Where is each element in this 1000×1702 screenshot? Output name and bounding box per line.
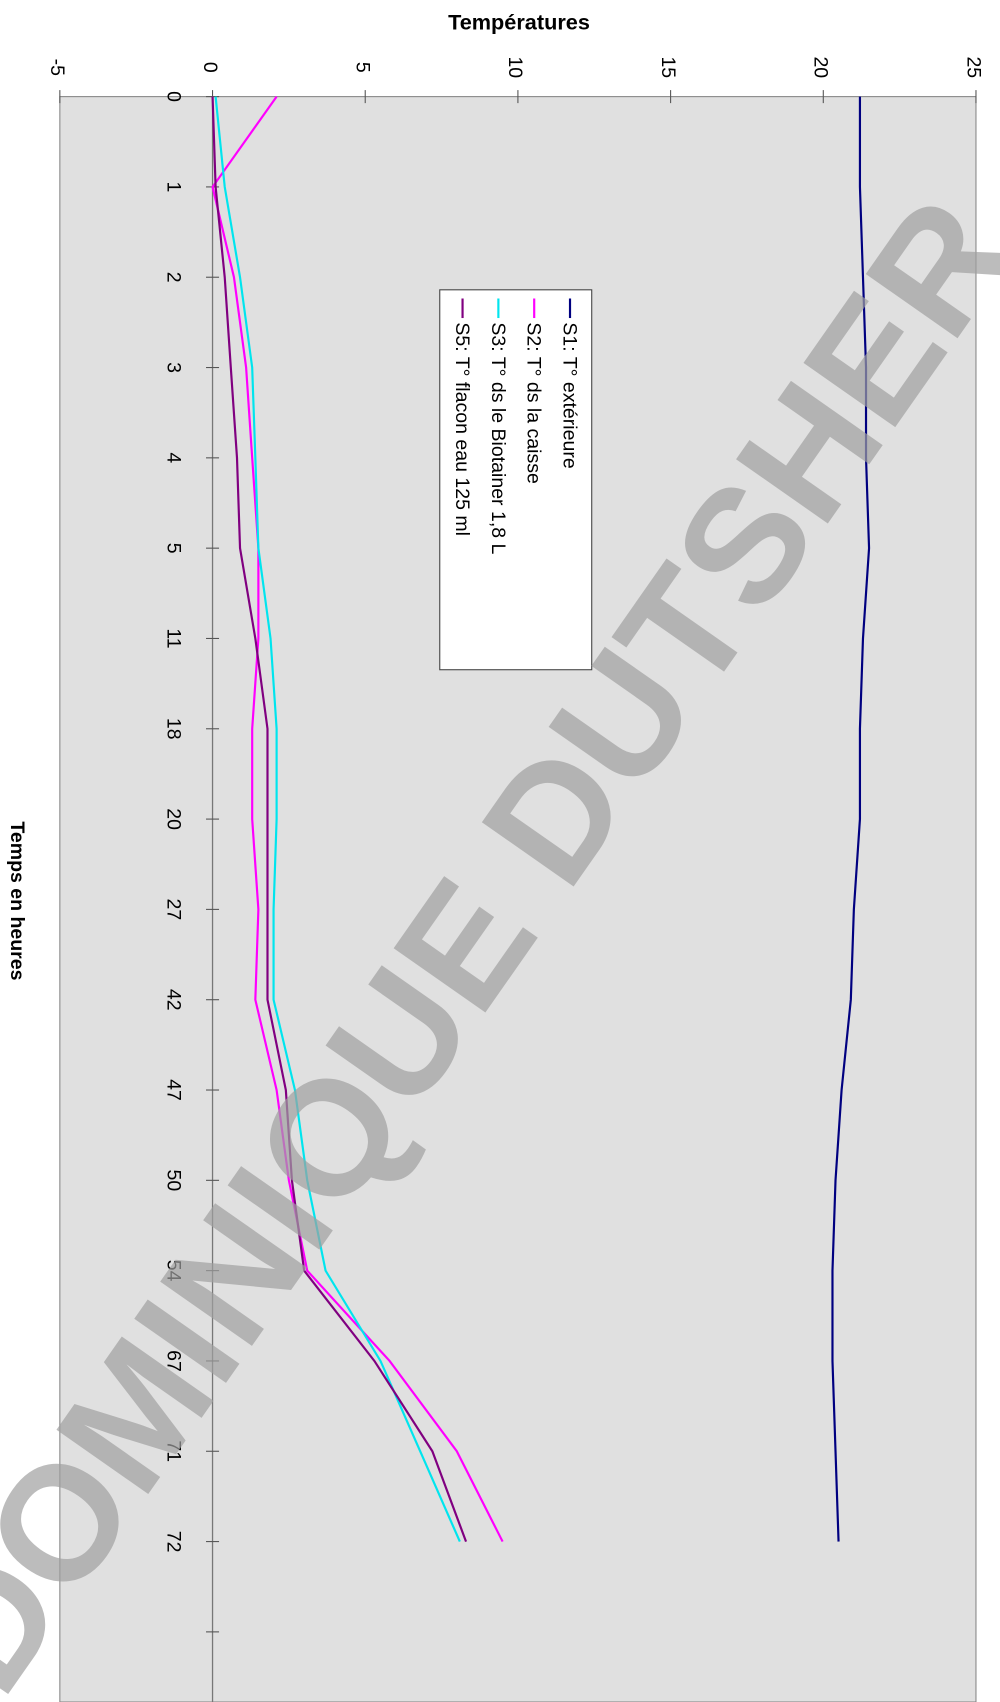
x-tick-label: -5 [46,59,68,76]
category-label: 3 [162,362,184,373]
series-line [214,96,461,1543]
x-tick-label: 10 [504,56,526,78]
series-line [211,95,504,1543]
category-label: 18 [162,718,184,740]
category-label: 1 [162,181,184,192]
category-label: 42 [162,989,184,1011]
x-tick-label: 25 [962,56,984,78]
series-line [831,96,871,1542]
category-label: 20 [162,808,184,830]
legend-box [439,289,593,671]
legend-label: S1: T° extérieure [558,322,580,468]
series-line [211,96,468,1542]
category-label: 72 [162,1531,184,1553]
category-label: 50 [162,1169,184,1191]
category-label: 27 [162,899,184,921]
x-axis-label: Temps en heures [6,821,28,980]
x-tick-label: 5 [352,62,374,73]
category-label: 2 [162,272,184,283]
category-label: 47 [162,1079,184,1101]
legend-label: S2: T° ds la caisse [523,322,545,483]
category-label: 67 [162,1350,184,1372]
legend-label: S3: T° ds le Biotainer 1,8 L [487,322,509,554]
chart-title: Températures [448,9,590,34]
category-label: 71 [162,1440,184,1462]
x-tick-label: 0 [199,62,221,73]
x-tick-label: 15 [657,56,679,78]
category-label: 54 [162,1260,184,1282]
legend-label: S5: T° flacon eau 125 ml [451,322,473,536]
category-label: 5 [162,543,184,554]
category-label: 0 [162,91,184,102]
x-tick-label: 20 [810,56,832,78]
category-label: 4 [162,452,184,463]
legend: S1: T° extérieure S2: T° ds la caisse S3: … [439,289,593,671]
category-label: 11 [162,628,184,648]
